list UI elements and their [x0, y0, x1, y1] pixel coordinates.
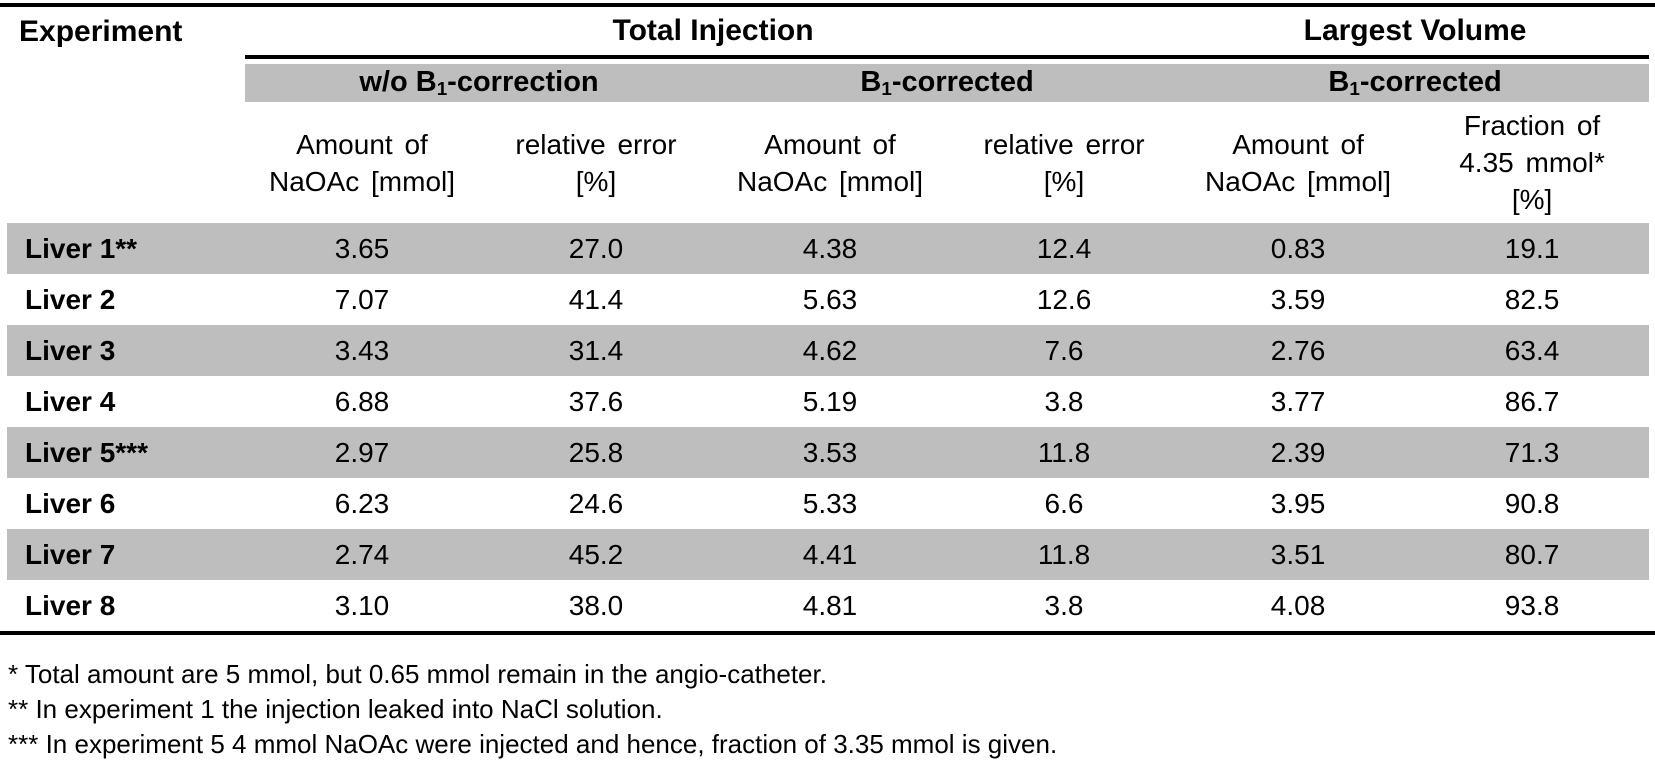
column-header-row: Amount of NaOAc [mmol] relative error [%…: [7, 102, 1649, 223]
value-cell: 37.6: [568, 385, 624, 417]
value-cell: 93.8: [1504, 589, 1560, 621]
column-header-fraction: Fraction of 4.35 mmol* [%]: [1459, 110, 1605, 215]
subscript-1: 1: [436, 78, 448, 100]
table-row: Liver 8 3.10 38.0 4.81 3.8 4.08 93.8: [7, 580, 1649, 631]
value-cell: 4.62: [802, 334, 858, 366]
value-cell: 63.4: [1504, 334, 1560, 366]
band-header-b1-corrected-largest: B1-corrected: [1181, 64, 1650, 102]
band-header-row: w/o B1-correction B1-corrected B1-correc…: [7, 64, 1650, 102]
value-cell: 3.43: [334, 334, 390, 366]
table-row: Liver 1** 3.65 27.0 4.38 12.4 0.83 19.1: [7, 223, 1650, 274]
value-cell: 12.4: [1036, 232, 1092, 264]
value-cell: 4.08: [1270, 589, 1326, 621]
value-cell: 2.39: [1270, 436, 1326, 468]
experiment-row-label: Liver 2: [25, 283, 116, 315]
group-header-row: Experiment Total Injection Largest Volum…: [7, 7, 1650, 59]
value-cell: 3.8: [1044, 589, 1084, 621]
blank-cell: [7, 64, 245, 102]
value-cell: 6.23: [334, 487, 390, 519]
value-cell: 11.8: [1037, 538, 1091, 570]
value-cell: 80.7: [1504, 538, 1560, 570]
value-cell: 0.83: [1270, 232, 1326, 264]
column-header-amount-naoac-3: Amount of NaOAc [mmol]: [1205, 128, 1392, 197]
value-cell: 5.63: [802, 283, 858, 315]
value-cell: 2.74: [334, 538, 390, 570]
table-row: Liver 2 7.07 41.4 5.63 12.6 3.59 82.5: [7, 274, 1649, 325]
value-cell: 24.6: [568, 487, 624, 519]
value-cell: 2.97: [334, 436, 390, 468]
value-cell: 3.53: [802, 436, 858, 468]
value-cell: 19.1: [1504, 232, 1560, 264]
footnote-1: * Total amount are 5 mmol, but 0.65 mmol…: [8, 659, 827, 689]
value-cell: 3.59: [1270, 283, 1326, 315]
table-row: Liver 4 6.88 37.6 5.19 3.8 3.77 86.7: [7, 376, 1649, 427]
value-cell: 3.65: [334, 232, 390, 264]
column-header-relative-error-1: relative error [%]: [515, 128, 677, 197]
value-cell: 38.0: [568, 589, 624, 621]
value-cell: 3.77: [1270, 385, 1326, 417]
subscript-1: 1: [881, 78, 892, 100]
value-cell: 82.5: [1504, 283, 1560, 315]
experiment-row-label: Liver 1**: [25, 232, 138, 264]
value-cell: 7.07: [334, 283, 390, 315]
table-header: Experiment Total Injection Largest Volum…: [7, 7, 1650, 223]
value-cell: 3.10: [334, 589, 390, 621]
experiment-row-label: Liver 6: [25, 487, 116, 519]
value-cell: 25.8: [568, 436, 624, 468]
band-header-b1-corrected-total: B1-corrected: [713, 64, 1182, 102]
bottom-rule: [0, 631, 1655, 635]
group-header-total-injection: Total Injection: [245, 7, 1182, 59]
results-table: Experiment Total Injection Largest Volum…: [7, 7, 1650, 631]
band-header-wo-b1-correction: w/o B1-correction: [245, 64, 713, 102]
experiment-row-label: Liver 5***: [25, 436, 148, 468]
value-cell: 6.88: [334, 385, 390, 417]
value-cell: 12.6: [1036, 283, 1092, 315]
header-spacer-row: [7, 57, 1649, 64]
value-cell: 90.8: [1504, 487, 1560, 519]
experiment-row-label: Liver 8: [25, 589, 116, 621]
value-cell: 86.7: [1504, 385, 1560, 417]
value-cell: 27.0: [568, 232, 624, 264]
value-cell: 45.2: [568, 538, 624, 570]
value-cell: 4.41: [802, 538, 858, 570]
experiment-row-label: Liver 4: [25, 385, 116, 417]
value-cell: 5.19: [802, 385, 858, 417]
table-row: Liver 6 6.23 24.6 5.33 6.6 3.95 90.8: [7, 478, 1649, 529]
value-cell: 4.81: [802, 589, 858, 621]
top-rule: [0, 3, 1655, 7]
experiment-row-label: Liver 3: [25, 334, 116, 366]
group-header-largest-volume: Largest Volume: [1181, 7, 1650, 59]
footnote-3: *** In experiment 5 4 mmol NaOAc were in…: [8, 729, 1058, 759]
value-cell: 3.51: [1270, 538, 1326, 570]
value-cell: 3.95: [1270, 487, 1326, 519]
value-cell: 5.33: [802, 487, 858, 519]
column-header-amount-naoac-2: Amount of NaOAc [mmol]: [736, 128, 924, 197]
experiment-column-title: Experiment: [19, 15, 183, 48]
column-header-relative-error-2: relative error [%]: [983, 128, 1145, 197]
table-row: Liver 3 3.43 31.4 4.62 7.6 2.76 63.4: [7, 325, 1650, 376]
table-body: Liver 1** 3.65 27.0 4.38 12.4 0.83 19.1 Liver 2…: [7, 223, 1650, 631]
column-header-amount-naoac-1: Amount of NaOAc [mmol]: [268, 128, 456, 197]
experiment-row-label: Liver 7: [25, 538, 116, 570]
table-row: Liver 7 2.74 45.2 4.41 11.8 3.51 80.7: [7, 529, 1650, 580]
blank-cell: [7, 102, 245, 223]
value-cell: 4.38: [802, 232, 858, 264]
table-row: Liver 5*** 2.97 25.8 3.53 11.8 2.39 71.3: [7, 427, 1650, 478]
value-cell: 11.8: [1037, 436, 1091, 468]
value-cell: 71.3: [1504, 436, 1560, 468]
value-cell: 31.4: [568, 334, 624, 366]
footnote-2: ** In experiment 1 the injection leaked …: [8, 694, 663, 724]
footnotes: * Total amount are 5 mmol, but 0.65 mmol…: [8, 657, 1655, 762]
value-cell: 3.8: [1044, 385, 1084, 417]
subscript-1: 1: [1349, 78, 1360, 100]
value-cell: 2.76: [1270, 334, 1326, 366]
value-cell: 7.6: [1044, 334, 1084, 366]
value-cell: 41.4: [568, 283, 624, 315]
value-cell: 6.6: [1044, 487, 1084, 519]
